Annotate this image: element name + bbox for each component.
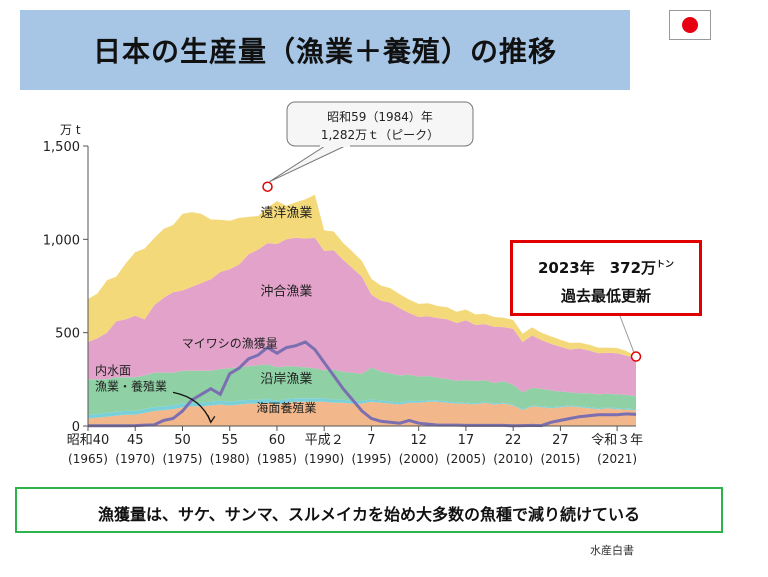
series-area-2 [88,364,636,415]
peak-callout-box [286,101,474,147]
label-offshore: 沖合漁業 [260,283,312,299]
y-unit-label: 万 t [60,123,81,137]
peak-callout-pointer [269,145,346,183]
x-tick-year-8: (2005) [446,452,486,466]
sardine-catch-line [88,340,637,428]
summary-note: 漁獲量は、サケ、サンマ、スルメイカを始め大多数の魚種で減り続けている [98,505,640,524]
label-far-seas: 遠洋漁業 [260,205,312,221]
series-area-1 [88,398,636,419]
x-tick-year-10: (2015) [540,452,580,466]
latest-callout-line2: 過去最低更新 [560,287,651,305]
latest-unit: トン [656,260,675,270]
x-tick-year-2: (1975) [163,452,203,466]
x-tick-year-0: (1965) [68,452,108,466]
latest-connector [619,315,635,353]
series-area-3 [88,237,636,397]
x-tick-label-9: 22 [505,433,522,448]
x-tick-label-5: 平成２ [305,433,344,448]
y-tick-label-1: 500 [55,327,80,342]
latest-marker [630,351,642,362]
label-inland-2: 漁業・養殖業 [95,379,167,394]
x-tick-year-9: (2010) [493,452,533,466]
inland-arrow-head [207,415,216,424]
latest-callout-line1: 2023年 372万トン [513,257,699,278]
x-tick-label-4: 60 [269,433,286,448]
japan-flag-icon [669,10,711,40]
x-tick-label-2: 50 [174,433,191,448]
x-tick-year-6: (1995) [351,452,391,466]
x-tick-year-4: (1985) [257,452,297,466]
x-tick-year-3: (1980) [210,452,250,466]
series-area-0 [88,401,636,426]
series-area-4 [88,194,636,358]
title-banner: 日本の生産量（漁業＋養殖）の推移 [20,10,630,90]
y-tick-label-0: 0 [72,420,80,435]
summary-note-box: 漁獲量は、サケ、サンマ、スルメイカを始め大多数の魚種で減り続けている [15,487,723,533]
y-tick-label-3: 1,500 [43,140,80,155]
label-coastal: 沿岸漁業 [260,371,312,387]
peak-callout-line2: 1,282万ｔ（ピーク） [321,128,439,142]
x-tick-label-6: 7 [367,433,375,448]
x-tick-label-10: 27 [552,433,569,448]
flag-sun [682,17,698,33]
x-tick-label-0: 昭和40 [67,433,110,448]
x-tick-year-7: (2000) [399,452,439,466]
x-tick-label-11: 令和３年 [591,433,643,448]
label-aquaculture: 海面養殖業 [256,400,316,415]
x-tick-year-1: (1970) [115,452,155,466]
label-sardine: マイワシの漁獲量 [182,337,278,351]
page-title: 日本の生産量（漁業＋養殖）の推移 [92,35,557,68]
x-tick-label-8: 17 [458,433,475,448]
peak-marker [262,181,273,192]
label-inland-1: 内水面 [95,364,131,378]
latest-callout: 2023年 372万トン 過去最低更新 [510,240,702,316]
x-tick-year-11: (2021) [597,452,637,466]
source-label: 水産白書 [590,544,634,557]
peak-callout-line1: 昭和59（1984）年 [327,110,433,124]
latest-value-text: 2023年 372万 [537,259,657,277]
x-tick-year-5: (1990) [304,452,344,466]
y-tick-label-2: 1,000 [43,233,80,248]
x-tick-label-3: 55 [221,433,238,448]
x-tick-label-7: 12 [410,433,427,448]
peak-callout-join [320,143,350,147]
x-tick-label-1: 45 [127,433,144,448]
